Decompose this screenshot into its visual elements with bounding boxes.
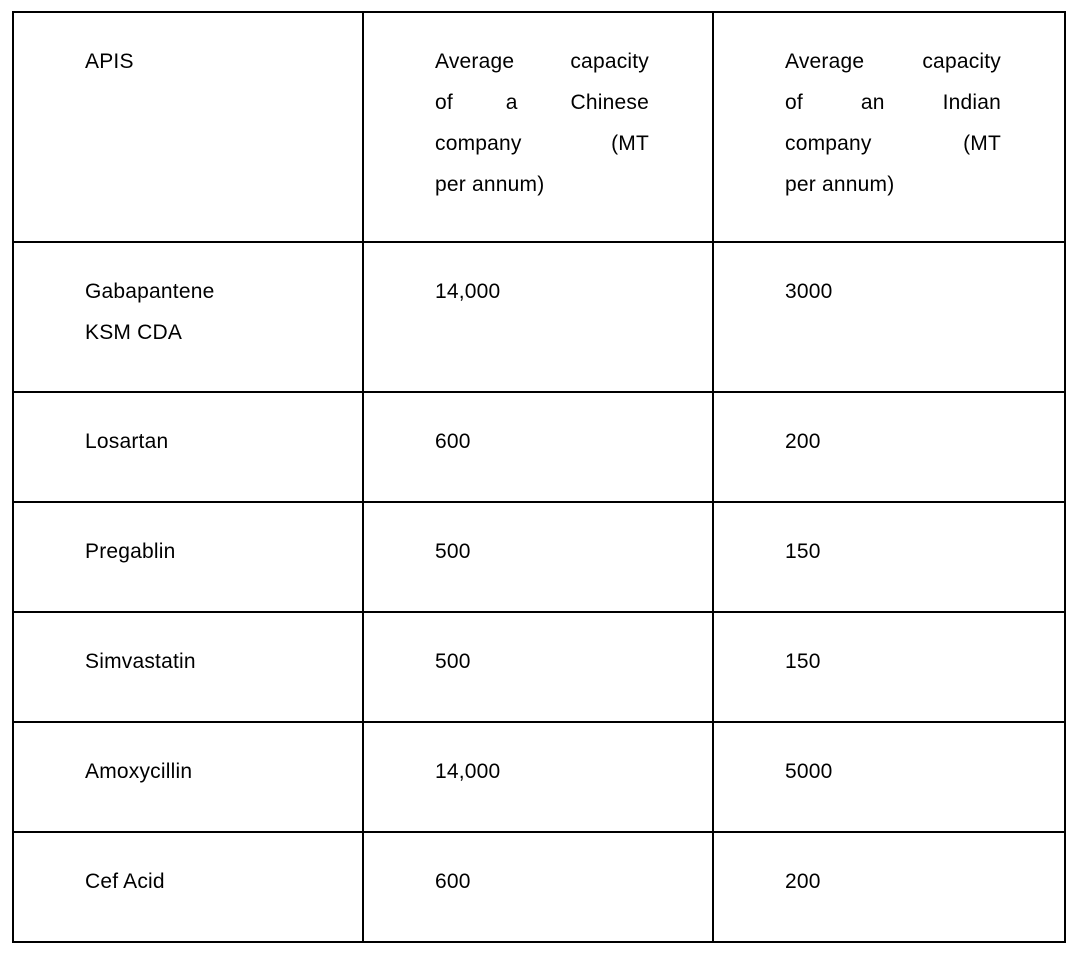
table-header-row: APIS Average capacity of a Chinese company (MT… (12, 11, 1066, 243)
cell-value: 500 (435, 540, 471, 563)
table-row: Simvastatin 500 150 (12, 611, 1066, 723)
cell-indian-capacity: 200 (712, 831, 1066, 943)
cell-value: 150 (785, 540, 821, 563)
cell-api-name: Gabapantene KSM CDA (12, 241, 364, 393)
cell-value: 150 (785, 650, 821, 673)
cell-chinese-capacity: 14,000 (362, 721, 714, 833)
cell-indian-capacity: 200 (712, 391, 1066, 503)
cell-api-name: Pregablin (12, 501, 364, 613)
cell-api-name: Losartan (12, 391, 364, 503)
cell-value: 5000 (785, 760, 833, 783)
cell-chinese-capacity: 500 (362, 611, 714, 723)
api-capacity-table: APIS Average capacity of a Chinese company (MT… (12, 11, 1066, 943)
cell-value: 14,000 (435, 280, 501, 303)
cell-value: 3000 (785, 280, 833, 303)
cell-chinese-capacity: 600 (362, 831, 714, 943)
cell-value: 200 (785, 430, 821, 453)
cell-value: 600 (435, 430, 471, 453)
table-row: Losartan 600 200 (12, 391, 1066, 503)
table-row: Gabapantene KSM CDA 14,000 3000 (12, 241, 1066, 393)
cell-indian-capacity: 5000 (712, 721, 1066, 833)
cell-value: 200 (785, 870, 821, 893)
cell-indian-capacity: 3000 (712, 241, 1066, 393)
cell-chinese-capacity: 600 (362, 391, 714, 503)
column-header-apis: APIS (12, 11, 364, 243)
cell-chinese-capacity: 500 (362, 501, 714, 613)
cell-api-name: Amoxycillin (12, 721, 364, 833)
column-header-chinese-capacity: Average capacity of a Chinese company (MT per a… (362, 11, 714, 243)
cell-indian-capacity: 150 (712, 501, 1066, 613)
table-row: Amoxycillin 14,000 5000 (12, 721, 1066, 833)
cell-chinese-capacity: 14,000 (362, 241, 714, 393)
column-header-indian-capacity: Average capacity of an Indian company (MT per a… (712, 11, 1066, 243)
cell-api-name: Simvastatin (12, 611, 364, 723)
table-row: Pregablin 500 150 (12, 501, 1066, 613)
cell-value: 500 (435, 650, 471, 673)
table-row: Cef Acid 600 200 (12, 831, 1066, 943)
cell-value: 14,000 (435, 760, 501, 783)
cell-value: 600 (435, 870, 471, 893)
cell-indian-capacity: 150 (712, 611, 1066, 723)
cell-api-name: Cef Acid (12, 831, 364, 943)
